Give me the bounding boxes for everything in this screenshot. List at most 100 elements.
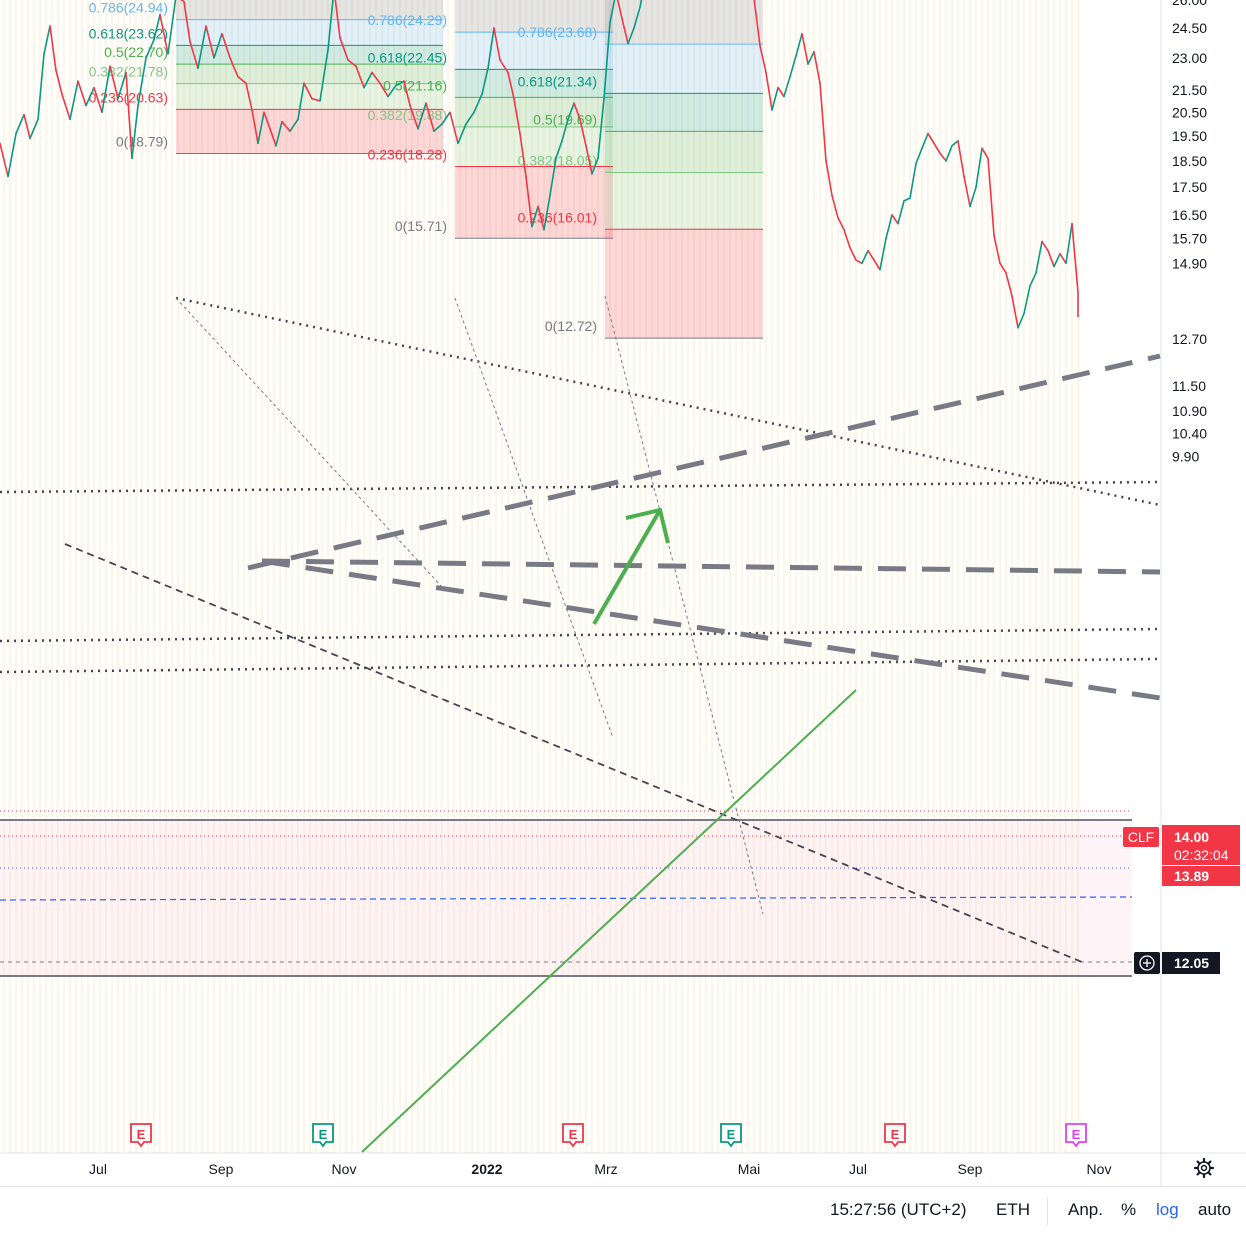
earnings-marker-icon[interactable]: E — [720, 1123, 742, 1148]
fib-level-label: 0.5(22.70) — [104, 44, 168, 60]
log-toggle[interactable]: log — [1156, 1200, 1179, 1219]
price-segment — [903, 197, 911, 202]
price-segment — [417, 102, 427, 130]
thin-dashed-channel-line[interactable] — [64, 543, 1083, 963]
auto-toggle[interactable]: auto — [1198, 1200, 1232, 1219]
clock-timezone[interactable]: 15:27:56 (UTC+2) — [830, 1200, 967, 1219]
dashed-uptrend-line[interactable] — [247, 353, 1161, 571]
price-segment — [465, 111, 475, 125]
price-segment — [221, 32, 231, 59]
price-segment — [843, 228, 851, 249]
percent-toggle[interactable]: % — [1121, 1200, 1137, 1219]
blue-dashed-level[interactable] — [0, 896, 1133, 901]
price-segment — [153, 13, 161, 41]
price-segment — [753, 0, 761, 47]
price-segment — [61, 93, 71, 121]
price-segment — [395, 80, 405, 87]
price-segment — [189, 40, 199, 70]
price-segment — [347, 59, 357, 67]
price-segment — [229, 57, 239, 78]
green-trend-line[interactable] — [361, 689, 857, 1153]
price-tick-label: 23.00 — [1172, 50, 1207, 66]
price-segment — [801, 32, 809, 65]
price-segment — [531, 205, 539, 228]
price-segment — [549, 157, 557, 197]
trend-lines[interactable] — [0, 295, 1161, 1153]
price-axis[interactable]: 36.0034.0032.0030.0028.0026.0024.5023.00… — [1160, 0, 1246, 1153]
price-segment — [543, 194, 551, 231]
price-segment — [993, 234, 1001, 265]
price-series[interactable] — [0, 0, 1079, 329]
price-tick-label: 26.00 — [1172, 0, 1207, 8]
add-alert-plus-icon[interactable] — [1134, 952, 1160, 974]
fib-zone — [455, 166, 613, 239]
price-segment — [1065, 222, 1073, 265]
earnings-marker-icon[interactable]: E — [562, 1123, 584, 1148]
price-segment — [957, 140, 965, 178]
price-segment — [457, 123, 467, 145]
price-tick-label: 10.40 — [1172, 425, 1207, 441]
fib-level-label: 0.786(23.68) — [518, 24, 597, 40]
price-segment — [473, 93, 483, 114]
fib-level-label: 0(15.71) — [395, 218, 447, 234]
price-segment — [167, 0, 177, 55]
time-tick-label: Sep — [209, 1161, 234, 1177]
dashed-downtrend-line[interactable] — [261, 558, 1161, 701]
settings-gear-icon[interactable] — [1193, 1157, 1215, 1179]
price-segment — [1029, 272, 1037, 287]
fib-tool-3[interactable]: 1.618(35.27)1(26.66)0.786(23.68)0.618(21… — [518, 0, 763, 339]
earnings-marker-icon[interactable]: E — [1065, 1123, 1087, 1148]
price-segment — [327, 0, 334, 51]
fib-level-label: 0.382(19.88) — [368, 107, 447, 123]
price-tick-label: 21.50 — [1172, 82, 1207, 98]
fib-level-label: 0.5(19.69) — [533, 111, 597, 127]
price-segment — [1071, 222, 1079, 294]
fib-level-label: 0.5(21.16) — [383, 77, 447, 93]
fib-tool-1[interactable]: 1.618(31.45)1(26.61)0.786(24.94)0.618(23… — [89, 0, 443, 155]
horizontal-levels[interactable] — [0, 810, 1133, 977]
price-segment — [813, 50, 821, 85]
green-arrow[interactable] — [592, 507, 670, 626]
price-segment — [1035, 240, 1043, 274]
price-segment — [897, 200, 905, 225]
price-segment — [939, 152, 947, 162]
fib-zone — [455, 32, 613, 70]
price-segment — [951, 140, 959, 147]
time-axis[interactable]: Jul Sep Nov 2022 Mrz Mai Jul Sep Nov — [0, 1152, 1246, 1186]
earnings-marker-icon[interactable]: E — [130, 1123, 152, 1148]
price-segment — [109, 65, 119, 100]
price-segment — [77, 80, 87, 107]
earnings-marker-icon[interactable]: E — [312, 1123, 334, 1148]
price-segment — [409, 104, 419, 130]
dotted-horizontal-1[interactable] — [0, 480, 1161, 494]
price-segment — [93, 86, 103, 114]
price-segment — [487, 27, 495, 70]
price-segment — [441, 111, 451, 125]
crosshair-price-tag — [1162, 952, 1220, 974]
fib-zone — [605, 229, 763, 339]
earnings-marker-icon[interactable]: E — [884, 1123, 906, 1148]
price-segment — [85, 86, 95, 107]
price-segment — [101, 65, 111, 114]
session-toggle[interactable]: ETH — [996, 1200, 1030, 1219]
adjust-toggle[interactable]: Anp. — [1068, 1200, 1103, 1219]
background-grid — [3, 0, 1079, 1153]
price-segment — [363, 71, 373, 89]
second-price-value: 13.89 — [1174, 868, 1209, 884]
fib-zone — [605, 93, 763, 132]
dotted-horizontal-2[interactable] — [0, 627, 1161, 643]
dashed-horizontal-line[interactable] — [261, 558, 1161, 575]
fib-level-label: 0.236(18.28) — [368, 147, 447, 163]
price-segment — [334, 0, 341, 39]
svg-text:E: E — [891, 1127, 900, 1142]
dotted-horizontal-3[interactable] — [0, 657, 1161, 674]
price-segment — [281, 120, 291, 132]
price-segment — [125, 71, 133, 160]
price-segment — [379, 82, 389, 98]
time-tick-label: Mrz — [594, 1161, 617, 1177]
price-segment — [1017, 312, 1025, 329]
price-labels: CLF 14.00 02:32:04 13.89 12.05 — [1123, 825, 1240, 974]
price-segment — [145, 38, 155, 59]
